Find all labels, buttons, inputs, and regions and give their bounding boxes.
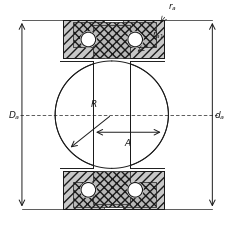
Polygon shape: [122, 171, 163, 209]
Polygon shape: [55, 62, 168, 169]
Circle shape: [127, 33, 142, 48]
Polygon shape: [72, 23, 155, 48]
Circle shape: [80, 32, 96, 49]
Circle shape: [80, 182, 96, 198]
Polygon shape: [93, 171, 130, 205]
Polygon shape: [93, 26, 130, 59]
Polygon shape: [122, 171, 163, 209]
Text: $d_a$: $d_a$: [213, 109, 224, 121]
Text: $r_a$: $r_a$: [168, 2, 176, 13]
Circle shape: [127, 183, 142, 197]
Circle shape: [126, 32, 143, 49]
Circle shape: [126, 182, 143, 198]
Circle shape: [81, 33, 95, 48]
Text: $R$: $R$: [90, 98, 98, 109]
Text: $A$: $A$: [124, 137, 132, 148]
Circle shape: [81, 183, 95, 197]
Text: $r_{a1}$: $r_{a1}$: [151, 30, 163, 41]
Polygon shape: [63, 171, 104, 209]
Polygon shape: [63, 21, 104, 59]
Polygon shape: [122, 21, 163, 59]
Text: $D_a$: $D_a$: [8, 109, 20, 121]
Bar: [93, 60, 130, 171]
Polygon shape: [72, 182, 155, 207]
